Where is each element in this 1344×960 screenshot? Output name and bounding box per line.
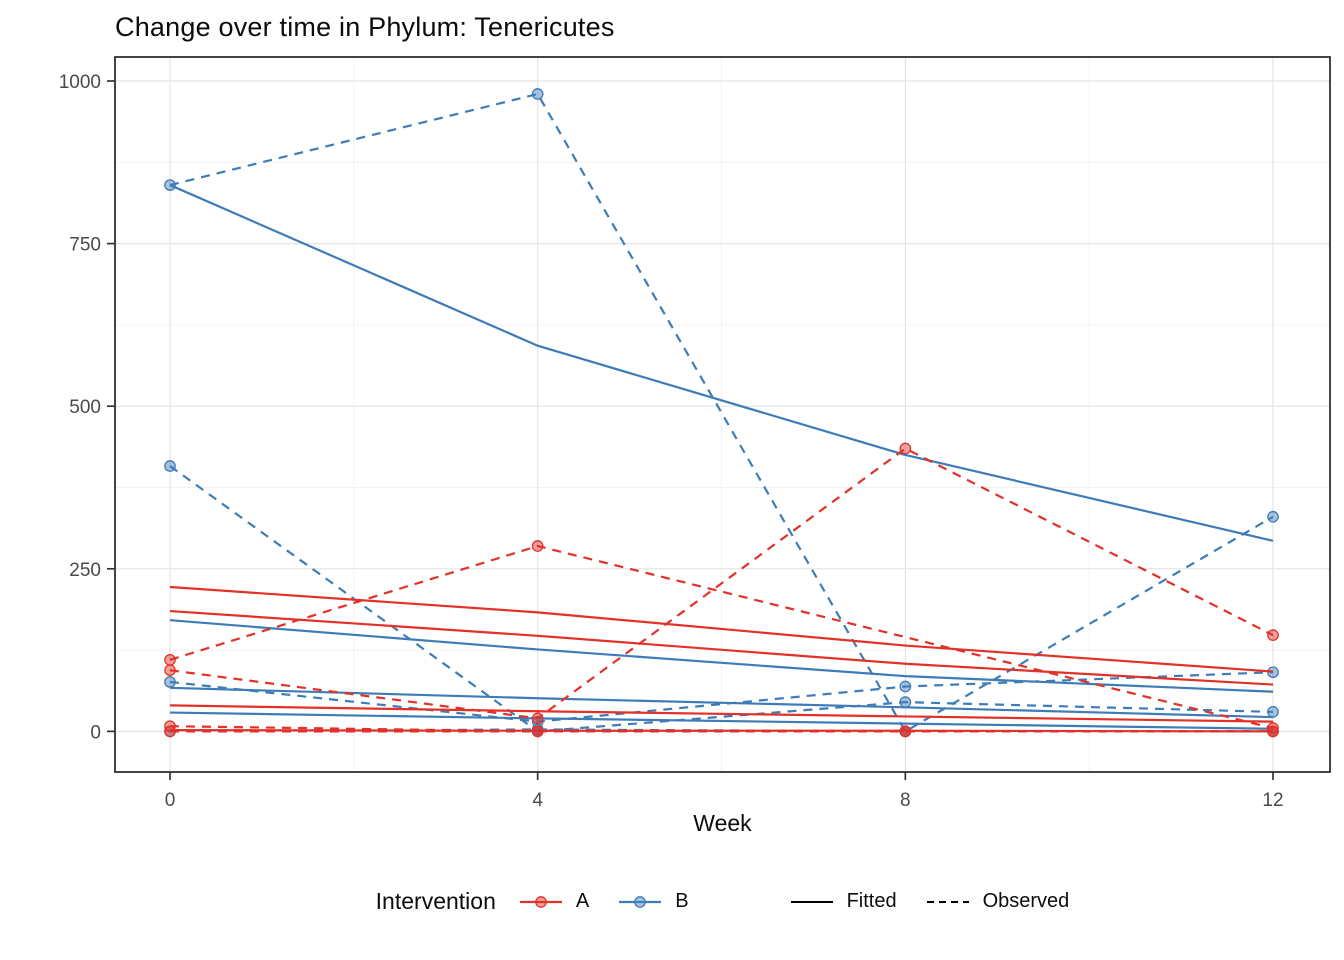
y-tick-label: 250 xyxy=(69,560,101,581)
x-axis-title: Week xyxy=(693,810,752,836)
x-tick-label: 0 xyxy=(165,790,176,811)
chart-title: Change over time in Phylum: Tenericutes xyxy=(115,12,615,42)
series-B3-observed-point xyxy=(899,680,912,693)
series-A4 xyxy=(164,725,1279,738)
series-A1 xyxy=(164,540,1279,734)
series-A2-fitted-line xyxy=(169,609,1274,686)
x-tick-label: 4 xyxy=(532,790,543,811)
legend-key-a-icon xyxy=(519,895,562,908)
y-tick-label: 500 xyxy=(69,397,101,418)
series-A3-fitted-line xyxy=(169,704,1274,723)
series-A2-observed-point xyxy=(531,712,544,725)
chart-plot-area: 0 250 500 750 1000 0 4 8 12 xyxy=(59,56,1331,811)
legend-title: Intervention xyxy=(375,888,496,914)
series-A1-fitted-line xyxy=(169,585,1274,673)
series-A2-observed-point xyxy=(164,664,176,677)
y-tick-label: 1000 xyxy=(59,72,101,93)
y-tick-label: 750 xyxy=(69,235,101,256)
series-B3-observed-line xyxy=(169,671,1274,723)
legend-key-b-icon xyxy=(619,895,662,908)
legend-label-fitted: Fitted xyxy=(846,890,897,912)
series-A4-observed-point xyxy=(899,725,912,738)
x-tick-label: 8 xyxy=(900,790,911,811)
series-B2-observed-point xyxy=(1267,706,1279,718)
gridlines-minor xyxy=(115,57,1330,772)
series-A1-observed-line xyxy=(169,544,1274,730)
series-B1-observed-point xyxy=(164,179,176,191)
legend-key-fitted-icon xyxy=(790,900,833,903)
series-B2-fitted-line xyxy=(169,619,1274,693)
series-A1-observed-point xyxy=(164,654,176,666)
series-A2-observed-point xyxy=(899,442,912,455)
series-B4-fitted-line xyxy=(169,711,1274,730)
legend-item-fitted: Fitted xyxy=(789,890,897,913)
series-B1-fitted-line xyxy=(169,184,1274,542)
series-A1-observed-point xyxy=(531,540,544,552)
chart-legend: Intervention A B Fitted Obs xyxy=(115,888,1330,915)
series-B1-observed-point xyxy=(531,88,544,100)
series-B3-fitted-line xyxy=(169,686,1274,719)
y-tick-label: 0 xyxy=(90,722,101,743)
legend-item-group-b: B xyxy=(617,890,689,913)
axes: 0 250 500 750 1000 0 4 8 12 xyxy=(59,72,1284,811)
series-B2-observed-point xyxy=(899,696,912,708)
series-A4-observed-point xyxy=(1267,725,1279,738)
series-A2 xyxy=(164,442,1279,725)
legend-label-observed: Observed xyxy=(982,890,1070,912)
legend-label-b: B xyxy=(675,890,689,912)
series-A2-observed-point xyxy=(1267,629,1279,641)
series-B2-observed-point xyxy=(164,460,176,472)
x-tick-label: 12 xyxy=(1262,790,1283,811)
legend-label-a: A xyxy=(575,890,590,912)
series-A2-observed-line xyxy=(169,447,1274,720)
series-B1-observed-point xyxy=(1267,510,1279,523)
legend-item-group-a: A xyxy=(518,890,589,913)
legend-item-observed: Observed xyxy=(925,890,1070,913)
series-A4-observed-point xyxy=(164,725,176,738)
series-A4-observed-point xyxy=(531,725,544,738)
panel-background xyxy=(115,57,1330,772)
series-B3-observed-point xyxy=(164,676,176,688)
panel-border xyxy=(114,56,1331,773)
legend-key-observed-icon xyxy=(926,900,969,903)
